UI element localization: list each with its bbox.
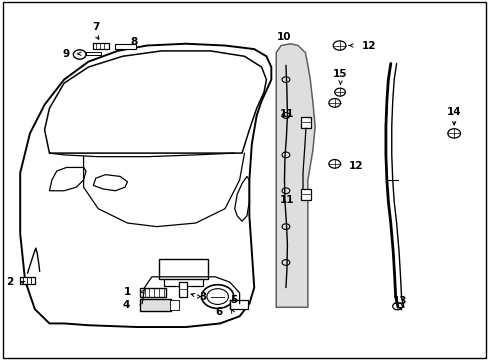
Text: 11: 11 bbox=[279, 195, 294, 205]
FancyBboxPatch shape bbox=[229, 300, 248, 309]
FancyBboxPatch shape bbox=[140, 299, 171, 311]
FancyBboxPatch shape bbox=[159, 259, 207, 279]
FancyBboxPatch shape bbox=[301, 117, 310, 128]
Text: 4: 4 bbox=[122, 300, 130, 310]
Text: 3: 3 bbox=[199, 292, 206, 302]
Text: 14: 14 bbox=[446, 107, 461, 117]
Text: 7: 7 bbox=[92, 22, 100, 32]
Text: 5: 5 bbox=[229, 295, 237, 305]
FancyBboxPatch shape bbox=[93, 42, 109, 49]
Text: 2: 2 bbox=[6, 277, 13, 287]
FancyBboxPatch shape bbox=[20, 277, 35, 284]
FancyBboxPatch shape bbox=[170, 300, 179, 310]
Text: 8: 8 bbox=[130, 37, 137, 46]
Text: 1: 1 bbox=[124, 287, 131, 297]
FancyBboxPatch shape bbox=[115, 44, 136, 49]
Text: 9: 9 bbox=[62, 49, 70, 59]
FancyBboxPatch shape bbox=[301, 189, 310, 200]
Text: 12: 12 bbox=[361, 41, 375, 50]
Text: 6: 6 bbox=[215, 307, 223, 317]
Text: 13: 13 bbox=[392, 296, 407, 306]
Polygon shape bbox=[276, 44, 315, 307]
Text: 15: 15 bbox=[333, 69, 347, 79]
FancyBboxPatch shape bbox=[140, 288, 166, 297]
Text: 12: 12 bbox=[347, 161, 362, 171]
Text: 10: 10 bbox=[277, 32, 291, 41]
Text: 11: 11 bbox=[279, 109, 294, 120]
FancyBboxPatch shape bbox=[178, 282, 187, 297]
FancyBboxPatch shape bbox=[86, 51, 101, 55]
